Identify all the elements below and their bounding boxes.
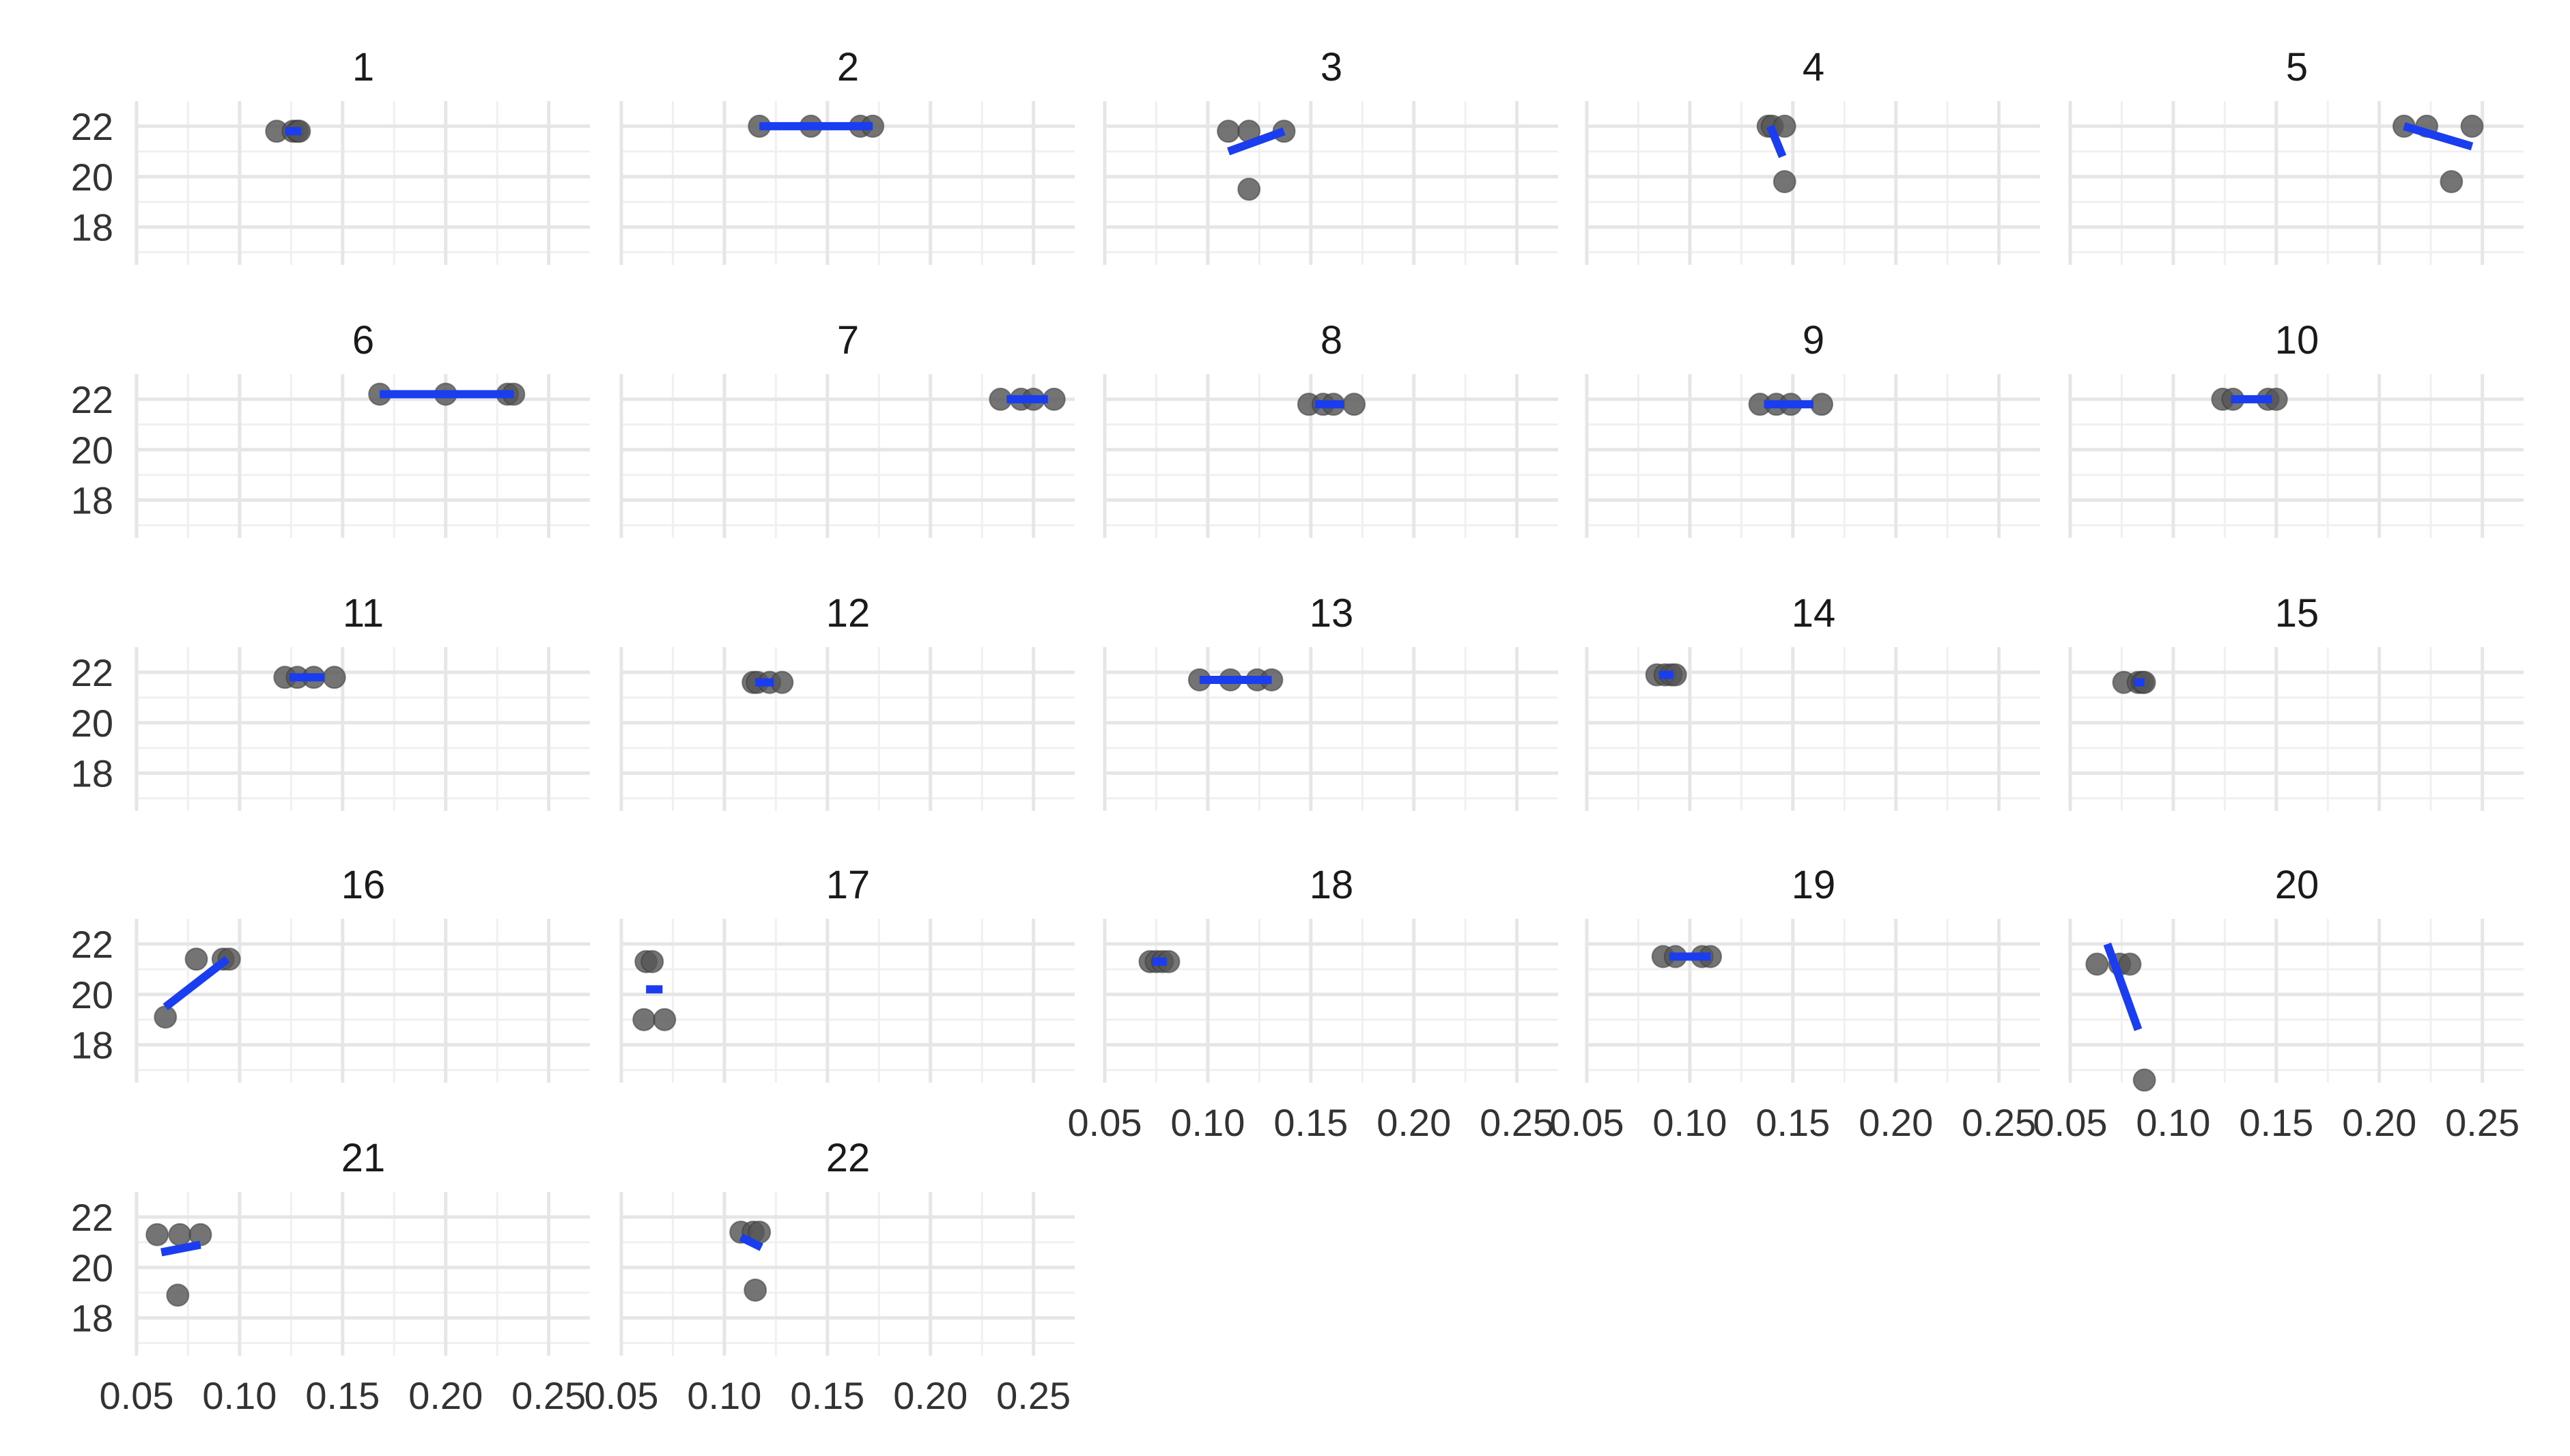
panel-17-point <box>633 1009 655 1031</box>
panel-12-strip-label: 12 <box>826 591 871 636</box>
panel-2-strip-label: 2 <box>837 45 859 89</box>
panel-17-point <box>641 951 663 973</box>
panel-3-point <box>1217 120 1239 142</box>
panel-18-x-tick-label: 0.10 <box>1170 1101 1245 1144</box>
panel-16-y-tick-label: 20 <box>71 973 113 1016</box>
panel-20-strip-label: 20 <box>2275 863 2319 907</box>
panel-12-point <box>771 672 793 694</box>
panel-21-point <box>146 1224 168 1246</box>
panel-17-strip-label: 17 <box>826 863 871 907</box>
panel-6-y-tick-label: 18 <box>71 479 113 522</box>
panel-16-y-tick-label: 22 <box>71 923 113 966</box>
panel-1-strip-label: 1 <box>352 45 374 89</box>
panel-5-point <box>2440 171 2462 192</box>
panel-21-y-tick-label: 20 <box>71 1246 113 1289</box>
panel-16-point <box>154 1006 176 1028</box>
panel-20-x-tick-label: 0.10 <box>2136 1101 2210 1144</box>
panel-21-x-tick-label: 0.05 <box>100 1374 174 1417</box>
panel-11-point <box>324 666 345 688</box>
panel-22-x-tick-label: 0.15 <box>790 1374 864 1417</box>
panel-3-strip-label: 3 <box>1321 45 1342 89</box>
panel-22-point <box>744 1279 766 1301</box>
panel-18-x-tick-label: 0.05 <box>1068 1101 1142 1144</box>
panel-10-strip-label: 10 <box>2275 318 2319 362</box>
panel-8-strip-label: 8 <box>1321 318 1342 362</box>
panel-14-strip-label: 14 <box>1792 591 1836 636</box>
panel-22-x-tick-label: 0.05 <box>584 1374 659 1417</box>
panel-11-y-tick-label: 18 <box>71 752 113 795</box>
panel-19-x-tick-label: 0.05 <box>1550 1101 1624 1144</box>
panel-15-strip-label: 15 <box>2275 591 2319 636</box>
panel-16-point <box>186 948 208 970</box>
panel-21-y-tick-label: 18 <box>71 1297 113 1340</box>
panel-21-y-tick-label: 22 <box>71 1196 113 1239</box>
panel-9-strip-label: 9 <box>1803 318 1824 362</box>
panel-19-x-tick-label: 0.25 <box>1962 1101 2036 1144</box>
panel-11-y-tick-label: 20 <box>71 702 113 745</box>
panel-1-y-tick-label: 22 <box>71 105 113 148</box>
panel-17-point <box>653 1009 675 1031</box>
panel-6-y-tick-label: 22 <box>71 378 113 421</box>
panel-6-strip-label: 6 <box>352 318 374 362</box>
panel-21-x-tick-label: 0.15 <box>305 1374 380 1417</box>
panel-19-x-tick-label: 0.20 <box>1859 1101 1933 1144</box>
panel-5-strip-label: 5 <box>2286 45 2308 89</box>
panel-20-point <box>2134 1069 2156 1091</box>
panel-19-x-tick-label: 0.15 <box>1755 1101 1830 1144</box>
panel-22-x-tick-label: 0.25 <box>996 1374 1071 1417</box>
panel-20-x-tick-label: 0.15 <box>2239 1101 2313 1144</box>
panel-20-x-tick-label: 0.05 <box>2033 1101 2108 1144</box>
panel-18-strip-label: 18 <box>1310 863 1354 907</box>
panel-18-x-tick-label: 0.25 <box>1480 1101 1554 1144</box>
panel-9-point <box>1811 393 1833 415</box>
panel-19-strip-label: 19 <box>1792 863 1836 907</box>
panel-7-strip-label: 7 <box>837 318 859 362</box>
panel-8-point <box>1343 393 1365 415</box>
panel-1-y-tick-label: 18 <box>71 206 113 249</box>
panel-18-x-tick-label: 0.20 <box>1376 1101 1451 1144</box>
panel-4-point <box>1774 171 1796 192</box>
panel-4-strip-label: 4 <box>1803 45 1824 89</box>
panel-16-y-tick-label: 18 <box>71 1024 113 1067</box>
panel-11-strip-label: 11 <box>343 591 384 636</box>
panel-20-point <box>2086 953 2108 975</box>
panel-21-point <box>169 1224 190 1246</box>
panel-22-x-tick-label: 0.20 <box>893 1374 968 1417</box>
panel-21-point <box>167 1284 188 1306</box>
panel-6-y-tick-label: 20 <box>71 429 113 472</box>
panel-13-strip-label: 13 <box>1310 591 1354 636</box>
panel-11-y-tick-label: 22 <box>71 651 113 694</box>
panel-18-x-tick-label: 0.15 <box>1273 1101 1348 1144</box>
panel-21-x-tick-label: 0.25 <box>511 1374 586 1417</box>
panel-19-x-tick-label: 0.10 <box>1652 1101 1727 1144</box>
panel-1-y-tick-label: 20 <box>71 156 113 199</box>
panel-21-x-tick-label: 0.20 <box>408 1374 483 1417</box>
panel-20-x-tick-label: 0.20 <box>2342 1101 2416 1144</box>
panel-21-x-tick-label: 0.10 <box>202 1374 277 1417</box>
panel-22-strip-label: 22 <box>826 1136 871 1180</box>
panel-5-point <box>2461 115 2483 137</box>
panel-16-strip-label: 16 <box>341 863 386 907</box>
panel-20-x-tick-label: 0.25 <box>2445 1101 2519 1144</box>
panel-22-x-tick-label: 0.10 <box>687 1374 761 1417</box>
panel-21-fit-line <box>161 1245 200 1253</box>
panel-20-point <box>2119 953 2141 975</box>
panel-21-strip-label: 21 <box>341 1136 386 1180</box>
panel-3-point <box>1238 178 1260 200</box>
